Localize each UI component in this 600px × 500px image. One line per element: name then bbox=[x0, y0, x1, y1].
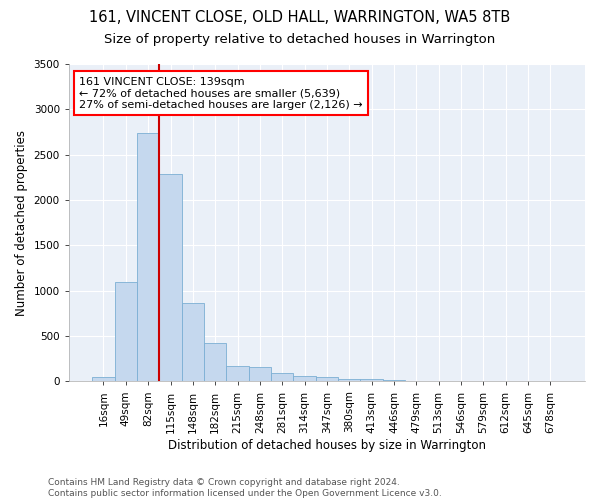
Y-axis label: Number of detached properties: Number of detached properties bbox=[15, 130, 28, 316]
Bar bbox=[249, 367, 271, 382]
Bar bbox=[92, 377, 115, 382]
Text: Size of property relative to detached houses in Warrington: Size of property relative to detached ho… bbox=[104, 32, 496, 46]
Bar bbox=[226, 366, 249, 382]
Bar bbox=[361, 379, 383, 382]
Text: Contains HM Land Registry data © Crown copyright and database right 2024.
Contai: Contains HM Land Registry data © Crown c… bbox=[48, 478, 442, 498]
Bar bbox=[115, 282, 137, 382]
Bar bbox=[204, 344, 226, 382]
Bar bbox=[271, 373, 293, 382]
Text: 161, VINCENT CLOSE, OLD HALL, WARRINGTON, WA5 8TB: 161, VINCENT CLOSE, OLD HALL, WARRINGTON… bbox=[89, 10, 511, 25]
Bar bbox=[338, 378, 361, 382]
Bar bbox=[316, 377, 338, 382]
X-axis label: Distribution of detached houses by size in Warrington: Distribution of detached houses by size … bbox=[168, 440, 486, 452]
Bar bbox=[383, 380, 405, 382]
Bar bbox=[160, 174, 182, 382]
Text: 161 VINCENT CLOSE: 139sqm
← 72% of detached houses are smaller (5,639)
27% of se: 161 VINCENT CLOSE: 139sqm ← 72% of detac… bbox=[79, 76, 363, 110]
Bar bbox=[137, 133, 160, 382]
Bar bbox=[293, 376, 316, 382]
Bar bbox=[182, 302, 204, 382]
